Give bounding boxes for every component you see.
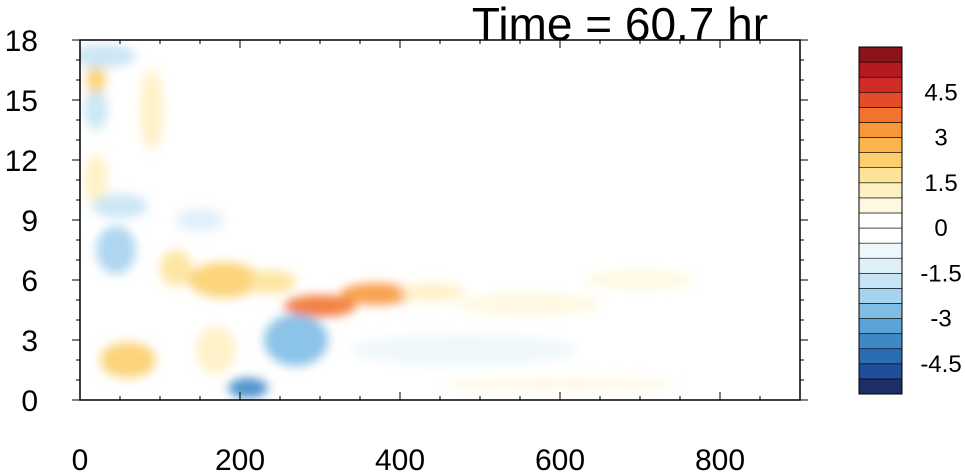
colorbar-box [858, 46, 903, 63]
colorbar-box [858, 303, 903, 319]
x-tick-label: 800 [695, 444, 745, 473]
heatmap-blob [86, 64, 106, 96]
heatmap-blob [264, 314, 328, 366]
y-tick-label: 6 [21, 265, 38, 298]
x-tick-label: 400 [375, 444, 425, 473]
chart-title: Time = 60.7 hr [472, 0, 768, 50]
heatmap-blob [284, 295, 356, 317]
x-tick-label: 600 [535, 444, 585, 473]
colorbar-label: 3 [934, 125, 947, 152]
colorbar-box [858, 61, 903, 78]
colorbar-box [858, 378, 903, 395]
colorbar-label: 4.5 [924, 79, 957, 106]
colorbar-box [858, 197, 903, 214]
colorbar-label: -3 [930, 306, 951, 333]
colorbar-box [858, 212, 903, 229]
heatmap-blob [196, 326, 236, 374]
colorbar-box [858, 288, 903, 304]
x-tick-label: 0 [72, 444, 89, 473]
heatmap-blob [188, 262, 260, 298]
y-tick-label: 3 [21, 325, 38, 358]
heatmap-blob [248, 270, 296, 294]
heatmap-blob [400, 283, 464, 301]
colorbar-box [858, 107, 903, 123]
heatmap-blob [92, 194, 148, 218]
colorbar-box [858, 227, 903, 244]
heatmap-blob [80, 44, 136, 68]
heatmap-blob [84, 90, 108, 130]
heatmap-blob [456, 292, 600, 316]
colorbar-label: 1.5 [924, 170, 957, 197]
y-tick-label: 15 [5, 85, 38, 118]
colorbar-label: -4.5 [920, 351, 961, 378]
colorbar-box [858, 318, 903, 334]
colorbar-box [858, 257, 903, 274]
heatmap-blob [440, 378, 680, 390]
heatmap-blob [96, 226, 136, 274]
colorbar-box [858, 348, 903, 365]
colorbar-box [858, 167, 903, 184]
heatmap-blob [84, 154, 108, 206]
colorbar-box [858, 273, 903, 289]
heatmap-blob [140, 70, 164, 150]
heatmap-blob [100, 342, 156, 378]
colorbar-box [858, 152, 903, 168]
colorbar-frame [858, 46, 903, 395]
heatmap-blob [352, 334, 576, 366]
colorbar-label: 0 [934, 215, 947, 242]
y-tick-label: 0 [21, 385, 38, 418]
y-tick-label: 18 [5, 25, 38, 58]
colorbar-box [858, 242, 903, 259]
heatmap-field [80, 44, 696, 398]
colorbar-box [858, 182, 903, 199]
heatmap-blob [584, 270, 696, 290]
colorbar-box [858, 76, 903, 93]
colorbar-box [858, 91, 903, 108]
heatmap-blob [340, 283, 412, 305]
colorbar: -4.5 -3 -1.5 0 1.5 3 4.5 [858, 46, 962, 395]
heatmap-blob [160, 250, 192, 286]
colorbar-box [858, 122, 903, 138]
colorbar-box [858, 333, 903, 350]
y-tick-label: 9 [21, 205, 38, 238]
colorbar-box [858, 137, 903, 153]
heatmap-blob [176, 208, 224, 232]
x-tick-label: 200 [215, 444, 265, 473]
colorbar-box [858, 363, 903, 380]
y-tick-label: 12 [5, 145, 38, 178]
axis-ticks: 0 200 400 600 800 0 3 6 9 12 15 18 [5, 25, 808, 473]
colorbar-label: -1.5 [920, 260, 961, 287]
heatmap-blob [228, 378, 268, 398]
